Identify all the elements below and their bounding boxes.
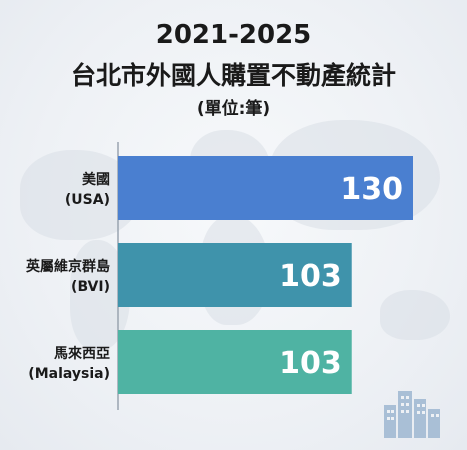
chart-title-years: 2021-2025: [155, 20, 312, 50]
bar: [118, 243, 352, 307]
bar-value-label: 130: [340, 172, 403, 207]
category-label: (USA): [65, 192, 110, 208]
category-label: 英屬維京群島: [25, 258, 110, 275]
chart-title: 台北市外國人購置不動產統計: [70, 61, 396, 90]
city-buildings-icon: [384, 391, 440, 438]
category-label: 馬來西亞: [54, 345, 110, 362]
category-label: (BVI): [71, 279, 110, 295]
chart-unit: (單位:筆): [196, 99, 271, 119]
bar-value-label: 103: [279, 259, 342, 294]
category-label: 美國: [82, 171, 110, 188]
bar: [118, 330, 352, 394]
bar: [118, 156, 413, 220]
bar-value-label: 103: [279, 346, 342, 381]
category-label: (Malaysia): [28, 366, 110, 382]
